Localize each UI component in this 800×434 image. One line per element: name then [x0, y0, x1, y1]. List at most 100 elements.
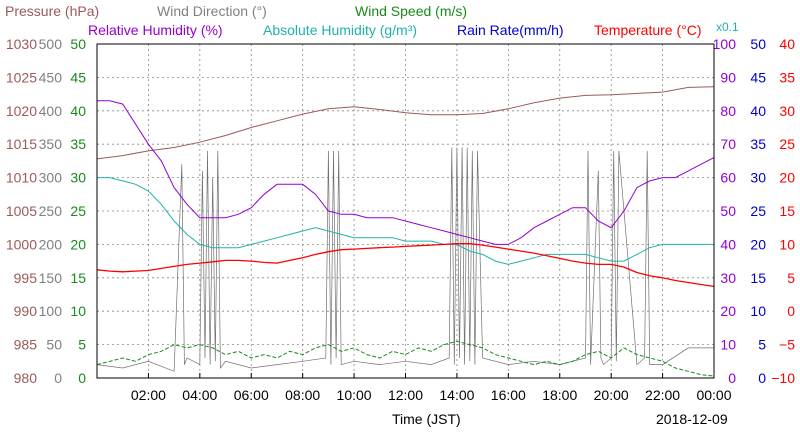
y-tick-temp: 35: [779, 69, 795, 85]
y-axes: 1030102510201015101010051000995990985980…: [6, 36, 795, 386]
series-line-rh: [97, 100, 715, 245]
y-tick-pressure: 980: [14, 370, 38, 386]
y-tick-rain: 15: [750, 270, 766, 286]
y-tick-wind-speed: 30: [70, 170, 86, 186]
series-line-temp: [96, 243, 715, 288]
y-tick-wind-speed: 25: [70, 203, 86, 219]
y-tick-pressure: 1025: [6, 69, 37, 85]
y-tick-temp: 5: [787, 270, 795, 286]
y-tick-rain: 25: [750, 203, 766, 219]
legend-rain-rate: Rain Rate(mm/h): [457, 22, 564, 38]
y-tick-wind-dir: 350: [39, 136, 63, 152]
y-tick-wind-speed: 0: [78, 370, 86, 386]
x-axis: 02:00 04:00 06:00 08:00 10:00 12:00 14:00 16:00…: [131, 373, 732, 403]
x-tick-label: 00:00: [696, 387, 731, 403]
y-tick-wind-dir: 450: [39, 69, 63, 85]
y-tick-wind-dir: 250: [39, 203, 63, 219]
chart-legend: Pressure (hPa) Wind Direction (°) Wind S…: [5, 3, 739, 38]
y-tick-rh: 10: [720, 337, 736, 353]
y-tick-pressure: 1020: [6, 103, 37, 119]
x-tick-label: 14:00: [439, 387, 474, 403]
y-tick-wind-speed: 35: [70, 136, 86, 152]
x-tick-label: 06:00: [234, 387, 269, 403]
series-line-pressure: [96, 86, 715, 160]
legend-pressure: Pressure (hPa): [5, 3, 99, 19]
y-tick-wind-dir: 200: [39, 236, 63, 252]
y-tick-rain: 50: [750, 36, 766, 52]
y-tick-rh: 60: [720, 170, 736, 186]
y-tick-wind-speed: 40: [70, 103, 86, 119]
legend-wind-direction: Wind Direction (°): [157, 3, 267, 19]
y-tick-wind-dir: 0: [54, 370, 62, 386]
y-tick-rh: 80: [720, 103, 736, 119]
y-tick-temp: 25: [779, 136, 795, 152]
y-tick-wind-dir: 400: [39, 103, 63, 119]
y-tick-wind-speed: 20: [70, 236, 86, 252]
x-axis-label: Time (JST): [392, 411, 461, 427]
y-tick-rh: 20: [720, 303, 736, 319]
y-tick-temp: −5: [779, 337, 795, 353]
x-tick-label: 20:00: [594, 387, 629, 403]
y-tick-pressure: 985: [14, 337, 38, 353]
x-tick-label: 22:00: [645, 387, 680, 403]
y-tick-pressure: 990: [14, 303, 38, 319]
y-tick-temp: 40: [779, 36, 795, 52]
legend-relative-humidity: Relative Humidity (%): [88, 22, 223, 38]
y-tick-rh: 30: [720, 270, 736, 286]
legend-temperature: Temperature (°C): [594, 22, 702, 38]
y-tick-temp: 15: [779, 203, 795, 219]
y-tick-wind-dir: 150: [39, 270, 63, 286]
legend-absolute-humidity: Absolute Humidity (g/m³): [263, 22, 417, 38]
y-tick-temp: 30: [779, 103, 795, 119]
date-label: 2018-12-09: [656, 411, 728, 427]
grid: [97, 44, 714, 378]
x-tick-label: 04:00: [182, 387, 217, 403]
y-tick-wind-speed: 45: [70, 69, 86, 85]
y-tick-rh: 70: [720, 136, 736, 152]
y-tick-wind-speed: 50: [70, 36, 86, 52]
y-tick-rh: 0: [728, 370, 736, 386]
y-tick-rh: 50: [720, 203, 736, 219]
y-tick-rain: 45: [750, 69, 766, 85]
series-line-wind-dir: [96, 147, 714, 372]
y-tick-rh: 90: [720, 69, 736, 85]
x-tick-label: 12:00: [388, 387, 423, 403]
y-tick-pressure: 1015: [6, 136, 37, 152]
y-tick-wind-speed: 10: [70, 303, 86, 319]
x-tick-label: 08:00: [285, 387, 320, 403]
y-tick-rain: 30: [750, 170, 766, 186]
y-tick-rain: 20: [750, 236, 766, 252]
y-tick-pressure: 995: [14, 270, 38, 286]
y-tick-temp: 0: [787, 303, 795, 319]
x-tick-label: 16:00: [491, 387, 526, 403]
y-tick-temp: −10: [771, 370, 795, 386]
x-tick-label: 02:00: [131, 387, 166, 403]
y-tick-wind-speed: 15: [70, 270, 86, 286]
y-tick-wind-dir: 500: [39, 36, 63, 52]
plot-frame: [96, 43, 715, 379]
y-tick-pressure: 1030: [6, 36, 37, 52]
y-tick-rain: 0: [758, 370, 766, 386]
legend-wind-speed: Wind Speed (m/s): [355, 3, 467, 19]
y-tick-wind-dir: 300: [39, 170, 63, 186]
y-tick-wind-dir: 100: [39, 303, 63, 319]
y-tick-temp: 20: [779, 170, 795, 186]
y-tick-rain: 35: [750, 136, 766, 152]
y-tick-rain: 40: [750, 103, 766, 119]
x-tick-label: 18:00: [542, 387, 577, 403]
y-tick-temp: 10: [779, 236, 795, 252]
y-tick-rain: 10: [750, 303, 766, 319]
x-tick-label: 10:00: [337, 387, 372, 403]
y-tick-pressure: 1010: [6, 170, 37, 186]
y-tick-rain: 5: [758, 337, 766, 353]
y-tick-rh: 100: [713, 36, 737, 52]
y-tick-wind-dir: 50: [46, 337, 62, 353]
y-tick-rh: 40: [720, 236, 736, 252]
series-line-wind-speed: [96, 340, 715, 377]
y-tick-pressure: 1000: [6, 236, 37, 252]
y-tick-wind-speed: 5: [78, 337, 86, 353]
y-tick-pressure: 1005: [6, 203, 37, 219]
legend-ah-scale-note: x0.1: [716, 20, 739, 34]
series-line-ah: [97, 177, 714, 265]
